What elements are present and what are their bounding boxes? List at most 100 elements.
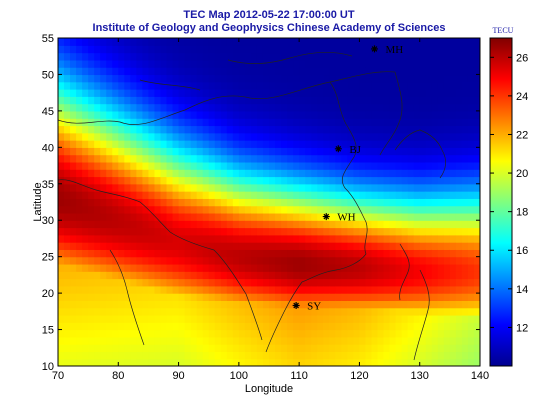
heatmap-cell xyxy=(467,314,475,323)
heatmap-cell xyxy=(106,96,113,105)
heatmap-cell xyxy=(124,74,131,83)
heatmap-cell xyxy=(335,74,342,83)
heatmap-cell xyxy=(359,176,367,185)
heatmap-cell xyxy=(76,220,83,229)
heatmap-cell xyxy=(82,125,89,134)
heatmap-cell xyxy=(130,271,137,280)
heatmap-cell xyxy=(256,271,264,280)
heatmap-cell xyxy=(154,191,162,199)
heatmap-cell xyxy=(341,358,348,366)
heatmap-cell xyxy=(335,191,342,199)
heatmap-cell xyxy=(353,351,361,360)
heatmap-cell xyxy=(419,38,427,46)
heatmap-cell xyxy=(413,81,421,90)
heatmap-cell xyxy=(172,278,180,287)
heatmap-cell xyxy=(443,307,451,316)
heatmap-cell xyxy=(58,278,65,287)
heatmap-cell xyxy=(100,38,107,46)
heatmap-cell xyxy=(281,169,288,178)
heatmap-cell xyxy=(335,81,342,90)
heatmap-cell xyxy=(262,147,270,156)
heatmap-cell xyxy=(425,227,433,236)
heatmap-cell xyxy=(317,285,324,294)
heatmap-cell xyxy=(136,125,143,134)
heatmap-cell xyxy=(178,336,186,345)
heatmap-cell xyxy=(413,74,421,83)
heatmap-cell xyxy=(413,358,421,366)
heatmap-cell xyxy=(220,118,228,127)
heatmap-cell xyxy=(299,336,306,345)
heatmap-cell xyxy=(347,293,354,301)
heatmap-cell xyxy=(82,67,89,76)
heatmap-cell xyxy=(473,351,480,360)
heatmap-cell xyxy=(58,110,65,119)
heatmap-cell xyxy=(431,336,439,345)
heatmap-cell xyxy=(413,110,421,119)
heatmap-cell xyxy=(287,52,294,61)
heatmap-cell xyxy=(317,293,324,301)
heatmap-cell xyxy=(214,59,222,68)
heatmap-cell xyxy=(154,67,162,76)
heatmap-cell xyxy=(184,329,192,338)
heatmap-cell xyxy=(190,293,198,301)
heatmap-cell xyxy=(407,125,415,134)
heatmap-cell xyxy=(401,52,409,61)
heatmap-cell xyxy=(419,132,427,141)
heatmap-cell xyxy=(76,285,83,294)
heatmap-cell xyxy=(70,74,77,83)
heatmap-cell xyxy=(142,67,150,76)
heatmap-cell xyxy=(347,81,354,90)
heatmap-cell xyxy=(250,81,258,90)
heatmap-cell xyxy=(70,140,77,148)
heatmap-cell xyxy=(232,198,240,207)
heatmap-cell xyxy=(88,191,95,199)
heatmap-cell xyxy=(166,81,174,90)
heatmap-cell xyxy=(136,59,143,68)
heatmap-cell xyxy=(437,103,445,112)
heatmap-cell xyxy=(190,336,198,345)
heatmap-cell xyxy=(136,38,143,46)
heatmap-cell xyxy=(166,293,174,301)
heatmap-cell xyxy=(467,169,475,178)
heatmap-cell xyxy=(142,300,150,309)
heatmap-cell xyxy=(353,140,361,148)
heatmap-cell xyxy=(130,169,137,178)
heatmap-cell xyxy=(389,322,397,331)
heatmap-cell xyxy=(371,169,379,178)
heatmap-cell xyxy=(232,336,240,345)
heatmap-cell xyxy=(250,256,258,265)
heatmap-cell xyxy=(455,110,463,119)
colorbar xyxy=(489,37,513,367)
heatmap-cell xyxy=(413,154,421,163)
heatmap-cell xyxy=(172,322,180,331)
heatmap-cell xyxy=(389,263,397,272)
heatmap-cell xyxy=(269,110,276,119)
heatmap-cell xyxy=(88,176,95,185)
heatmap-cell xyxy=(383,67,391,76)
heatmap-cell xyxy=(160,242,168,250)
heatmap-cell xyxy=(269,52,276,61)
heatmap-cell xyxy=(437,89,445,97)
colorbar-tick-label: 24 xyxy=(516,91,528,103)
heatmap-cell xyxy=(94,351,101,360)
heatmap-cell xyxy=(299,38,306,46)
heatmap-cell xyxy=(202,307,210,316)
heatmap-cell xyxy=(124,38,131,46)
heatmap-cell xyxy=(293,322,300,331)
heatmap-cell xyxy=(353,110,361,119)
heatmap-cell xyxy=(58,198,65,207)
heatmap-cell xyxy=(106,103,113,112)
heatmap-cell xyxy=(299,227,306,236)
heatmap-cell xyxy=(112,52,119,61)
heatmap-cell xyxy=(154,249,162,258)
heatmap-cell xyxy=(160,198,168,207)
heatmap-cell xyxy=(130,140,137,148)
heatmap-cell xyxy=(281,198,288,207)
heatmap-cell xyxy=(178,147,186,156)
heatmap-cell xyxy=(401,249,409,258)
heatmap-cell xyxy=(64,300,71,309)
heatmap-cell xyxy=(70,169,77,178)
heatmap-cell xyxy=(256,220,264,229)
heatmap-cell xyxy=(64,183,71,192)
heatmap-cell xyxy=(88,52,95,61)
